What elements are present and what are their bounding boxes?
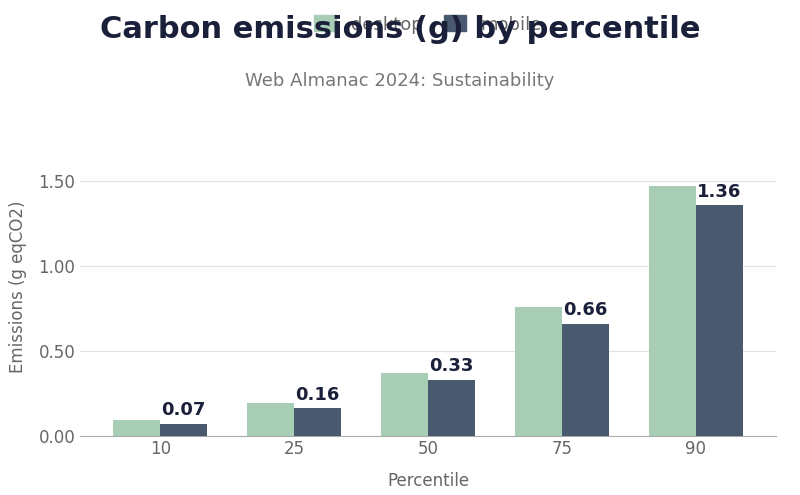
Bar — [247, 403, 294, 436]
Bar — [649, 186, 696, 436]
Bar — [381, 373, 428, 436]
Bar — [428, 380, 475, 436]
Text: Carbon emissions (g) by percentile: Carbon emissions (g) by percentile — [100, 15, 700, 44]
Text: 1.36: 1.36 — [697, 183, 742, 200]
Text: 0.33: 0.33 — [430, 357, 474, 375]
Bar — [294, 408, 341, 436]
Bar — [515, 306, 562, 436]
Y-axis label: Emissions (g eqCO2): Emissions (g eqCO2) — [9, 201, 27, 373]
Bar — [562, 324, 609, 436]
Text: 0.16: 0.16 — [295, 386, 340, 404]
Legend: desktop, mobile: desktop, mobile — [307, 8, 549, 41]
Bar — [696, 205, 742, 436]
Text: 0.07: 0.07 — [162, 401, 206, 419]
Bar — [114, 420, 160, 436]
Bar — [160, 424, 207, 436]
Text: 0.66: 0.66 — [563, 301, 607, 319]
Text: Web Almanac 2024: Sustainability: Web Almanac 2024: Sustainability — [246, 72, 554, 90]
X-axis label: Percentile: Percentile — [387, 472, 469, 491]
